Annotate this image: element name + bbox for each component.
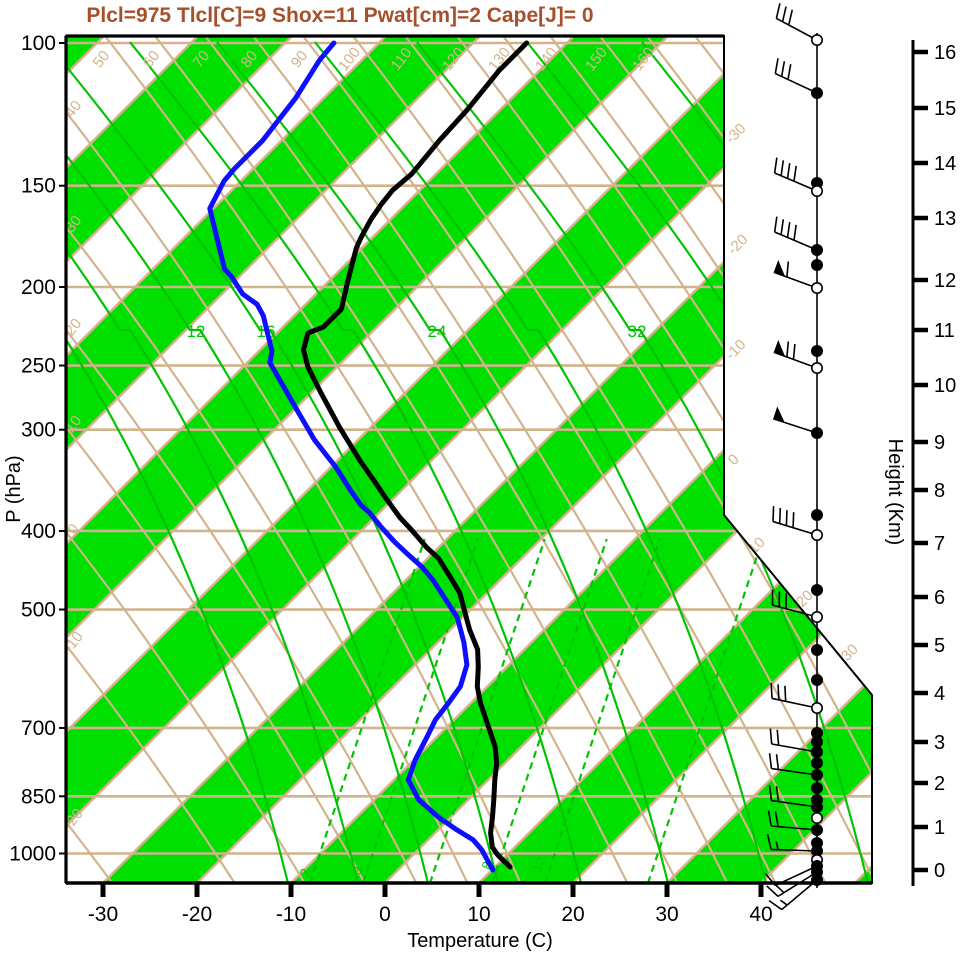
svg-text:50: 50 bbox=[90, 47, 114, 71]
svg-text:90: 90 bbox=[288, 47, 312, 71]
green-band bbox=[66, 36, 856, 883]
svg-text:40: 40 bbox=[749, 903, 772, 926]
svg-text:3: 3 bbox=[349, 864, 366, 876]
svg-text:20: 20 bbox=[561, 903, 584, 926]
svg-text:300: 300 bbox=[21, 419, 56, 442]
svg-text:70: 70 bbox=[190, 47, 214, 71]
svg-text:12: 12 bbox=[934, 270, 956, 292]
svg-text:-20: -20 bbox=[182, 903, 212, 926]
svg-text:6: 6 bbox=[934, 587, 945, 609]
wind-barb-column bbox=[764, 3, 823, 911]
wind-barb-station bbox=[810, 756, 823, 769]
svg-text:0: 0 bbox=[934, 860, 945, 882]
wind-barb-station bbox=[810, 508, 823, 521]
svg-text:100: 100 bbox=[21, 32, 56, 55]
svg-text:12: 12 bbox=[529, 855, 548, 874]
svg-text:500: 500 bbox=[21, 599, 56, 622]
wind-barb-station bbox=[810, 610, 823, 623]
wind-barb-station bbox=[810, 873, 823, 886]
svg-text:-10: -10 bbox=[276, 903, 306, 926]
svg-text:14: 14 bbox=[934, 153, 956, 175]
svg-text:400: 400 bbox=[21, 520, 56, 543]
svg-text:11: 11 bbox=[934, 320, 955, 342]
svg-text:12: 12 bbox=[187, 322, 206, 341]
svg-text:10: 10 bbox=[934, 375, 956, 397]
svg-text:1: 1 bbox=[934, 817, 945, 839]
wind-barb-station bbox=[810, 823, 823, 836]
wind-barb-station bbox=[810, 528, 823, 541]
wind-barb-station bbox=[810, 811, 823, 824]
chart-title: Plcl=975 Tlcl[C]=9 Shox=11 Pwat[cm]=2 Ca… bbox=[86, 4, 594, 27]
wind-barb-station bbox=[810, 800, 823, 813]
wind-barb-station bbox=[810, 244, 823, 257]
svg-text:16: 16 bbox=[934, 42, 956, 64]
svg-text:-30: -30 bbox=[88, 903, 118, 926]
wind-barb-station bbox=[810, 344, 823, 357]
svg-text:9: 9 bbox=[934, 432, 945, 454]
svg-text:8: 8 bbox=[934, 480, 945, 502]
wind-barb-station bbox=[810, 768, 823, 781]
wind-barb-station bbox=[810, 735, 823, 748]
svg-text:15: 15 bbox=[934, 98, 956, 120]
svg-text:32: 32 bbox=[628, 322, 647, 341]
dewpoint-curve bbox=[207, 40, 496, 873]
height-axis-title: Height (Km) bbox=[884, 438, 906, 546]
wind-barb-station bbox=[810, 87, 823, 100]
svg-text:200: 200 bbox=[21, 276, 56, 299]
svg-text:850: 850 bbox=[21, 785, 56, 808]
svg-text:700: 700 bbox=[21, 717, 56, 740]
svg-text:-20: -20 bbox=[724, 231, 751, 258]
wind-barb-station bbox=[810, 33, 823, 46]
svg-text:-10: -10 bbox=[722, 336, 749, 363]
wind-barb-station bbox=[810, 185, 823, 198]
svg-text:2: 2 bbox=[296, 866, 313, 878]
wind-barb-station bbox=[810, 643, 823, 656]
temperature-axis-title: Temperature (C) bbox=[407, 930, 553, 952]
svg-text:1000: 1000 bbox=[9, 843, 56, 866]
wind-barb-station bbox=[810, 258, 823, 271]
svg-text:24: 24 bbox=[428, 322, 447, 341]
svg-text:250: 250 bbox=[21, 355, 56, 378]
svg-text:3: 3 bbox=[934, 732, 945, 754]
svg-text:150: 150 bbox=[21, 175, 56, 198]
svg-text:0: 0 bbox=[379, 903, 391, 926]
svg-text:80: 80 bbox=[238, 47, 262, 71]
svg-text:13: 13 bbox=[934, 208, 956, 230]
wind-barb-station bbox=[810, 361, 823, 374]
svg-text:4: 4 bbox=[934, 683, 945, 705]
wind-barb-station bbox=[810, 426, 823, 439]
svg-text:30: 30 bbox=[838, 641, 862, 665]
wind-barb-station bbox=[810, 701, 823, 714]
svg-text:8: 8 bbox=[478, 859, 495, 871]
wind-barb-station bbox=[810, 673, 823, 686]
wind-barb-station bbox=[810, 583, 823, 596]
svg-text:0: 0 bbox=[725, 451, 743, 469]
wind-barb-station bbox=[810, 281, 823, 294]
svg-text:60: 60 bbox=[140, 47, 164, 71]
wind-barb-station bbox=[810, 745, 823, 758]
temperature-curve bbox=[301, 40, 530, 870]
svg-text:7: 7 bbox=[934, 533, 945, 555]
green-band bbox=[66, 36, 668, 883]
wind-barb-station bbox=[810, 781, 823, 794]
svg-text:10: 10 bbox=[467, 903, 490, 926]
svg-text:-10: -10 bbox=[60, 628, 87, 656]
green-band bbox=[66, 36, 480, 883]
svg-text:-30: -30 bbox=[722, 120, 749, 147]
svg-text:30: 30 bbox=[655, 903, 678, 926]
svg-text:2: 2 bbox=[934, 773, 945, 795]
svg-text:5: 5 bbox=[934, 635, 945, 657]
pressure-axis-title: P (hPa) bbox=[3, 455, 25, 523]
